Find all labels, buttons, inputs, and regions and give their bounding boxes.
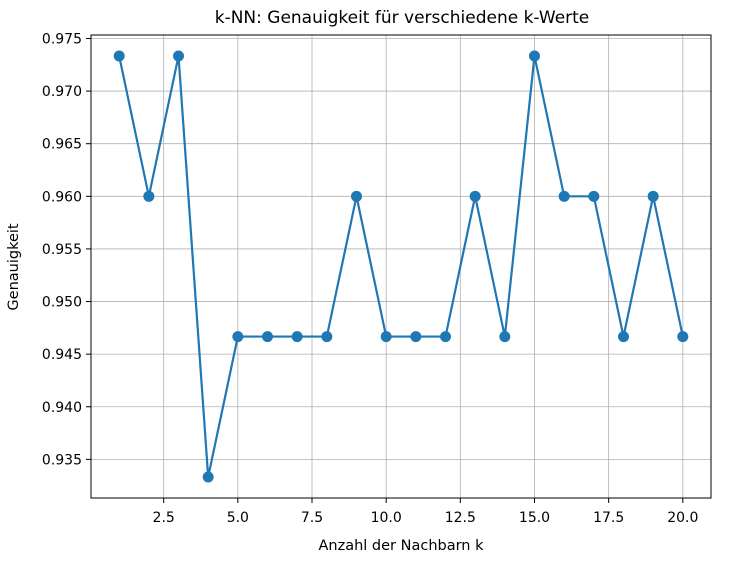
- x-tick-label: 7.5: [301, 510, 323, 526]
- y-tick-label: 0.940: [42, 400, 82, 416]
- data-point: [291, 331, 303, 343]
- chart-title: k-NN: Genauigkeit für verschiedene k-Wer…: [215, 8, 590, 28]
- x-axis-label: Anzahl der Nachbarn k: [318, 538, 484, 554]
- y-tick-label: 0.965: [42, 137, 82, 153]
- data-point: [380, 331, 392, 343]
- plot-frame: [90, 34, 712, 499]
- data-point: [469, 190, 481, 202]
- data-point: [173, 50, 185, 62]
- data-point: [410, 331, 422, 343]
- x-axis-ticks: 2.5 5.0 7.5 10.0 12.5 15.0 17.5 20.0: [153, 498, 698, 526]
- data-point: [202, 471, 214, 483]
- y-tick-label: 0.945: [42, 347, 82, 363]
- data-point: [143, 190, 155, 202]
- y-tick-label: 0.935: [42, 452, 82, 468]
- data-point: [113, 50, 125, 62]
- y-tick-label: 0.955: [42, 242, 82, 258]
- y-tick-label: 0.975: [42, 31, 82, 47]
- series-layer: [113, 50, 689, 483]
- data-point: [528, 50, 540, 62]
- y-tick-label: 0.960: [42, 189, 82, 205]
- grid-layer: [91, 35, 711, 498]
- y-tick-label: 0.970: [42, 84, 82, 100]
- data-point: [321, 331, 333, 343]
- x-tick-label: 15.0: [519, 510, 550, 526]
- y-axis-label: Genauigkeit: [6, 223, 22, 310]
- data-point: [647, 190, 659, 202]
- data-point: [351, 190, 363, 202]
- series-line: [118, 54, 684, 479]
- x-tick-label: 10.0: [371, 510, 402, 526]
- data-point: [677, 331, 689, 343]
- x-tick-label: 20.0: [667, 510, 698, 526]
- y-axis-ticks: 0.935 0.940 0.945 0.950 0.955 0.960 0.965 0.970…: [42, 31, 91, 468]
- x-tick-label: 5.0: [227, 510, 249, 526]
- data-point: [617, 331, 629, 343]
- data-point: [439, 331, 451, 343]
- x-tick-label: 2.5: [153, 510, 175, 526]
- x-tick-label: 12.5: [445, 510, 476, 526]
- data-point: [588, 190, 600, 202]
- data-point: [232, 331, 244, 343]
- data-point: [558, 190, 570, 202]
- data-point: [262, 331, 274, 343]
- data-point: [499, 331, 511, 343]
- x-tick-label: 17.5: [593, 510, 624, 526]
- y-tick-label: 0.950: [42, 295, 82, 311]
